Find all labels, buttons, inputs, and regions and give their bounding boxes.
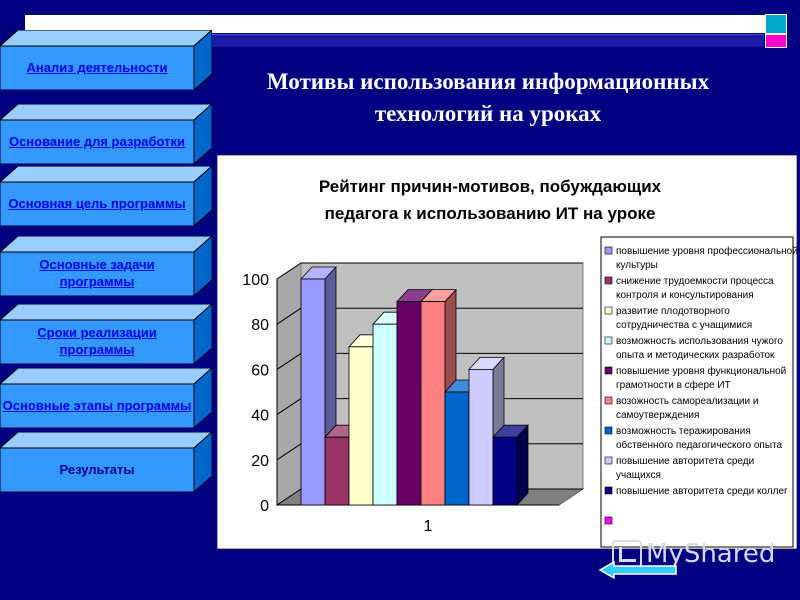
legend-entry: развитие плодотворного (616, 306, 730, 317)
y-tick-label: 40 (251, 408, 269, 425)
chart-title-line: Рейтинг причин-мотивов, побуждающих (319, 177, 662, 196)
chart-legend: повышение уровня профессиональной культур… (600, 236, 797, 548)
legend-entry: грамотности в сфере ИТ (616, 379, 731, 391)
legend-entry: повышение авторитета среди (616, 456, 754, 467)
legend-entry: контроля и консультирования (616, 290, 754, 301)
legend-swatch (604, 516, 613, 525)
gridline (276, 352, 302, 370)
slide-title: Мотивы использования информационных техн… (218, 66, 758, 130)
y-tick-label: 80 (251, 317, 269, 334)
legend-entry: повышение уровня функциональной (616, 365, 786, 377)
corner-square-magenta (765, 34, 787, 48)
legend-entry: учащихся (616, 470, 661, 481)
nav-label[interactable]: Сроки реализации программы (37, 325, 157, 357)
nav-item-timeline[interactable]: Сроки реализации программы (0, 304, 212, 364)
gridline (276, 398, 302, 416)
y-tick-label: 0 (260, 498, 269, 515)
legend-swatch (604, 336, 613, 345)
y-tick-label: 100 (242, 272, 269, 289)
legend-swatch (604, 396, 613, 405)
bar-front (396, 301, 422, 506)
legend-entry: возможность использования чужого (616, 336, 783, 347)
legend-swatch (604, 486, 613, 495)
chart-side-wall (276, 262, 302, 506)
slide-title-line: Мотивы использования информационных (266, 69, 710, 94)
bar-front (420, 301, 446, 506)
gridline (276, 307, 302, 325)
chart-plot: 0 20 40 60 80 100 1 (242, 262, 585, 535)
legend-entry: самоутверждения (616, 410, 699, 421)
gridline (276, 488, 302, 506)
gridline (276, 262, 302, 280)
nav-item-results[interactable]: Результаты (0, 432, 212, 492)
nav-item-analysis[interactable]: Анализ деятельности (0, 30, 212, 90)
legend-entry: снижение трудоемкости процесса (616, 276, 774, 287)
gridline (276, 443, 302, 461)
corner-square-cyan (765, 14, 787, 34)
legend-entry: культуры (616, 260, 658, 271)
nav-item-stages[interactable]: Основные этапы программы (0, 368, 212, 428)
legend-entry: сотрудничества с учащимися (616, 320, 752, 331)
bar-front (348, 346, 374, 506)
bar-front (300, 278, 326, 506)
legend-entry: обственного педагогического опыта (616, 439, 782, 451)
legend-entry: повышение уровня профессиональной (616, 245, 797, 257)
nav-label[interactable]: Результаты (59, 461, 135, 477)
y-tick-label: 20 (251, 453, 269, 470)
legend-swatch (604, 246, 613, 255)
bar-front (444, 391, 470, 506)
legend-entry: опыта и методических разработок (616, 349, 775, 361)
slide-title-line: технологий на уроках (374, 101, 602, 126)
legend-swatch (604, 306, 613, 315)
bar (468, 356, 505, 507)
bar-front (372, 323, 398, 506)
bar-side (516, 424, 529, 507)
bar-front (468, 368, 494, 506)
legend-box (600, 236, 794, 548)
legend-swatch (604, 276, 613, 285)
nav-label[interactable]: Основная цель программы (8, 195, 186, 211)
legend-swatch (604, 456, 613, 465)
nav-item-goal[interactable]: Основная цель программы (0, 166, 212, 226)
nav-label[interactable]: Анализ деятельности (26, 59, 168, 75)
chart-panel: Рейтинг причин-мотивов, побуждающих педа… (217, 155, 797, 549)
x-tick-label: 1 (424, 518, 433, 535)
legend-entry: возможность теражирования (616, 426, 751, 437)
chart-title-line: педагога к использованию ИТ на уроке (325, 204, 656, 223)
y-tick-label: 60 (251, 362, 269, 379)
legend-swatch (604, 426, 613, 435)
bar-front (324, 436, 350, 506)
nav-label[interactable]: Основные этапы программы (2, 397, 192, 413)
legend-swatch (604, 366, 613, 375)
nav-label[interactable]: Основные задачи программы (39, 257, 155, 289)
nav-label[interactable]: Основание для разработки (8, 133, 186, 149)
watermark-text: MyShared (646, 539, 776, 569)
bar (492, 424, 529, 507)
nav-item-tasks[interactable]: Основные задачи программы (0, 236, 212, 296)
nav-item-basis[interactable]: Основание для разработки (0, 104, 212, 164)
legend-entry: возожность самореализации и (616, 396, 758, 407)
back-arrow-icon[interactable] (598, 560, 678, 580)
bar-front (492, 436, 518, 506)
legend-entry: повышение авторитета среди коллег (616, 486, 788, 497)
